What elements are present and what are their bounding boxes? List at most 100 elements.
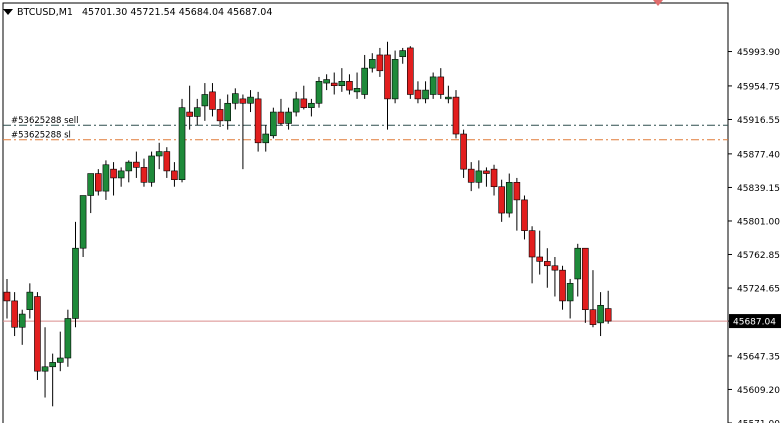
candle-body	[254, 98, 262, 144]
candle[interactable]	[399, 47, 407, 64]
candle[interactable]	[429, 72, 437, 99]
candle[interactable]	[445, 85, 452, 104]
candle[interactable]	[544, 248, 551, 288]
candle-body	[102, 164, 110, 192]
candle[interactable]	[64, 309, 72, 367]
candle[interactable]	[582, 247, 589, 323]
candle[interactable]	[254, 91, 262, 152]
candle[interactable]	[26, 283, 34, 319]
candle[interactable]	[102, 160, 110, 200]
candle[interactable]	[483, 167, 490, 187]
candle[interactable]	[232, 88, 239, 110]
candle[interactable]	[163, 147, 171, 178]
candle[interactable]	[247, 90, 254, 113]
y-tick-label: 45647.35	[737, 352, 780, 362]
candle-body	[209, 91, 216, 110]
candle[interactable]	[155, 142, 163, 170]
candle[interactable]	[18, 309, 26, 345]
candle[interactable]	[597, 292, 604, 337]
candle[interactable]	[574, 243, 582, 297]
candle[interactable]	[368, 53, 376, 73]
candle[interactable]	[407, 46, 414, 99]
candle-body	[536, 256, 544, 262]
candle[interactable]	[209, 83, 216, 117]
candle[interactable]	[193, 98, 201, 126]
candle[interactable]	[56, 331, 64, 372]
candle[interactable]	[528, 226, 536, 284]
candle-body	[452, 96, 460, 135]
candle[interactable]	[498, 179, 505, 222]
candle[interactable]	[323, 74, 330, 91]
candle[interactable]	[11, 292, 18, 337]
candle[interactable]	[133, 151, 140, 178]
candle[interactable]	[239, 94, 247, 170]
candle[interactable]	[308, 98, 315, 117]
candle[interactable]	[452, 90, 460, 139]
candle[interactable]	[346, 74, 353, 95]
candle[interactable]	[437, 68, 445, 99]
candle[interactable]	[353, 72, 361, 99]
candle[interactable]	[277, 98, 285, 126]
candle[interactable]	[178, 98, 186, 183]
candle-body	[475, 170, 483, 183]
candle-body	[574, 247, 582, 280]
candle[interactable]	[171, 162, 178, 187]
candle-body	[353, 88, 361, 93]
candle[interactable]	[110, 162, 117, 196]
candle[interactable]	[262, 125, 270, 152]
candle[interactable]	[460, 129, 467, 178]
candle[interactable]	[87, 173, 95, 214]
y-tick-label: 45609.20	[737, 386, 780, 396]
candle-body	[95, 173, 102, 192]
candle[interactable]	[361, 54, 368, 99]
candle[interactable]	[330, 72, 338, 95]
candle[interactable]	[490, 164, 498, 196]
candle[interactable]	[513, 177, 521, 231]
candle[interactable]	[41, 327, 49, 398]
candle[interactable]	[551, 256, 559, 297]
candle[interactable]	[72, 221, 79, 328]
candle[interactable]	[422, 81, 429, 104]
candle-body	[26, 291, 34, 310]
candle[interactable]	[467, 162, 475, 192]
triangle-down-icon[interactable]	[3, 9, 13, 15]
candle[interactable]	[559, 265, 566, 310]
candle[interactable]	[414, 81, 422, 104]
candle[interactable]	[315, 76, 323, 108]
candle[interactable]	[79, 195, 87, 257]
candle[interactable]	[224, 94, 231, 130]
candle[interactable]	[201, 83, 209, 121]
candle-body	[384, 54, 391, 100]
candle[interactable]	[148, 151, 155, 187]
candle[interactable]	[117, 167, 125, 187]
candle[interactable]	[589, 270, 597, 328]
candle[interactable]	[95, 169, 102, 196]
order-line-label: #53625288 sell	[11, 116, 78, 126]
candle[interactable]	[270, 107, 277, 139]
candle-body	[368, 59, 376, 69]
candle[interactable]	[125, 160, 133, 183]
candle[interactable]	[140, 158, 148, 187]
candle[interactable]	[34, 292, 41, 380]
candle[interactable]	[384, 41, 391, 130]
candle[interactable]	[216, 98, 224, 127]
candle[interactable]	[521, 195, 528, 240]
candle[interactable]	[292, 91, 300, 117]
candle-body	[64, 318, 72, 359]
candle[interactable]	[300, 85, 308, 110]
candle[interactable]	[505, 173, 513, 218]
candle[interactable]	[376, 47, 384, 77]
candle[interactable]	[566, 278, 574, 319]
candle[interactable]	[3, 278, 11, 319]
candle-body	[445, 96, 452, 100]
candle[interactable]	[338, 68, 346, 92]
candle[interactable]	[391, 50, 399, 104]
candle[interactable]	[49, 353, 56, 407]
candle[interactable]	[604, 290, 612, 324]
candle[interactable]	[475, 160, 483, 189]
candle[interactable]	[536, 230, 544, 275]
candle[interactable]	[285, 107, 292, 130]
candle[interactable]	[186, 85, 193, 130]
